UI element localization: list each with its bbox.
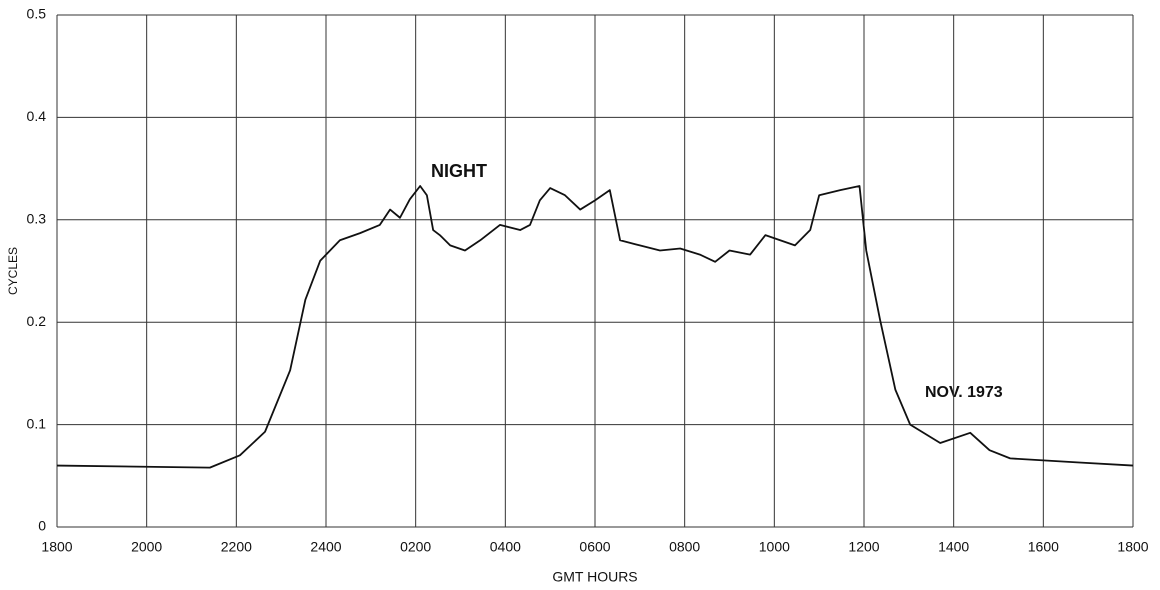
x-tick-label: 0200 <box>400 539 431 555</box>
x-tick-label: 1400 <box>938 539 969 555</box>
x-tick-label: 0600 <box>579 539 610 555</box>
x-tick-label: 0400 <box>490 539 521 555</box>
y-tick-label: 0.2 <box>27 313 47 329</box>
x-tick-label: 2000 <box>131 539 162 555</box>
annotation: NIGHT <box>431 161 487 181</box>
y-axis-label: CYCLES <box>6 247 20 295</box>
x-tick-label: 1200 <box>848 539 879 555</box>
y-tick-label: 0.1 <box>27 415 47 431</box>
x-tick-label: 1000 <box>759 539 790 555</box>
x-tick-label: 2200 <box>221 539 252 555</box>
x-tick-label: 1800 <box>41 539 72 555</box>
x-tick-label: 2400 <box>310 539 341 555</box>
x-tick-label: 0800 <box>669 539 700 555</box>
x-tick-label: 1600 <box>1028 539 1059 555</box>
y-tick-label: 0.4 <box>27 108 47 124</box>
x-axis-label: GMT HOURS <box>552 569 637 585</box>
x-tick-label: 1800 <box>1117 539 1148 555</box>
y-tick-label: 0.5 <box>27 6 47 22</box>
y-tick-label: 0.3 <box>27 211 47 227</box>
annotation: NOV. 1973 <box>925 384 1003 401</box>
data-line <box>56 185 1134 469</box>
y-tick-label: 0 <box>38 518 46 534</box>
